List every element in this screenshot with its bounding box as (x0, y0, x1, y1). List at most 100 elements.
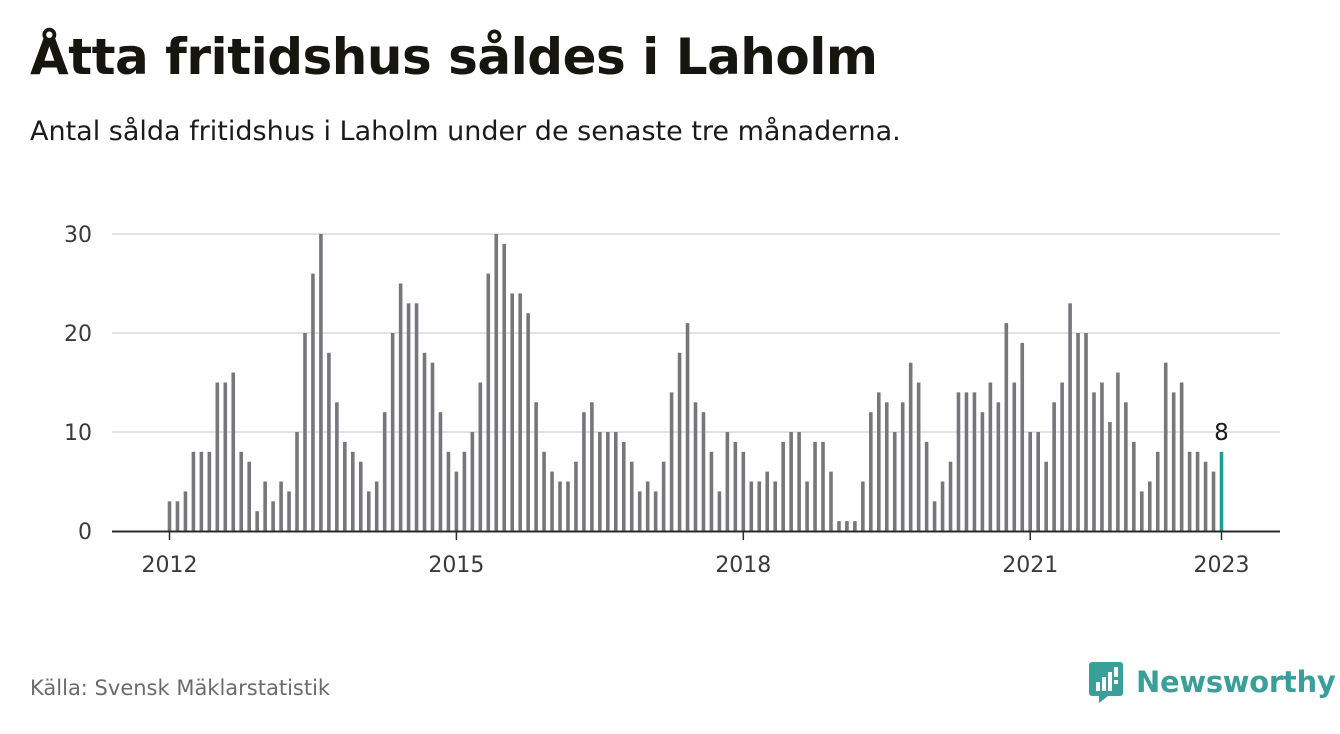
bar (853, 521, 857, 531)
bar (1108, 422, 1112, 531)
bar (518, 293, 522, 531)
bar (606, 432, 610, 531)
bar (877, 392, 881, 531)
bar (821, 441, 825, 531)
bar (502, 243, 507, 531)
bar (709, 451, 714, 531)
bar (813, 441, 817, 531)
bar (215, 382, 220, 531)
bar (590, 402, 594, 531)
bar (167, 501, 172, 531)
bar (892, 432, 897, 531)
bar (1140, 491, 1144, 531)
bar (183, 491, 188, 531)
bar (239, 451, 244, 531)
bar (223, 382, 228, 531)
bar (614, 432, 618, 531)
bar (621, 441, 626, 531)
bar (1036, 432, 1040, 531)
bar (1092, 392, 1096, 531)
bar (422, 352, 427, 531)
x-tick-label: 2015 (428, 553, 484, 578)
bar (558, 481, 562, 531)
bar (199, 451, 204, 531)
brand-name: Newsworthy (1136, 665, 1336, 699)
labels: 0 10 20 30 2012 2015 2018 2021 2023 8 (64, 223, 1250, 578)
bar (1012, 382, 1017, 531)
highlight-value-label: 8 (1214, 420, 1229, 446)
bar (510, 293, 514, 531)
chart-title: Åtta fritidshus såldes i Laholm (30, 28, 878, 86)
bar (550, 471, 554, 531)
bar (414, 303, 419, 531)
bar (637, 491, 642, 531)
bar (940, 481, 945, 531)
y-tick-label: 30 (64, 223, 92, 248)
bar (653, 491, 658, 531)
bar (661, 461, 666, 531)
bar (1163, 362, 1168, 531)
bar (956, 392, 961, 531)
x-tick-label: 2021 (1002, 553, 1058, 578)
bar (924, 441, 929, 531)
bar (1132, 441, 1136, 531)
bar (1004, 323, 1009, 531)
bar (996, 402, 1001, 531)
bar (765, 471, 770, 531)
bar (374, 481, 379, 531)
bar (733, 441, 738, 531)
bar (1171, 392, 1176, 531)
bar (1203, 461, 1208, 531)
bar (446, 451, 451, 531)
bar (789, 432, 793, 531)
bar (1179, 382, 1184, 531)
bar (382, 412, 387, 531)
bar (335, 402, 339, 531)
bar-chart: 0 10 20 30 2012 2015 2018 2021 2023 8 (64, 223, 1280, 578)
newsworthy-logo[interactable]: Newsworthy (1088, 660, 1336, 704)
bar (430, 362, 435, 531)
x-tick-label: 2023 (1194, 553, 1250, 578)
bar (191, 451, 196, 531)
bar (175, 501, 180, 531)
bar (438, 412, 443, 531)
bar (390, 333, 395, 531)
bar (566, 481, 570, 531)
bar (908, 362, 913, 531)
bar (1195, 451, 1200, 531)
bar (805, 481, 809, 531)
bar (741, 451, 746, 531)
bar (869, 412, 873, 531)
bar (478, 382, 483, 531)
bar (845, 521, 849, 531)
bar (629, 461, 634, 531)
bar (1060, 382, 1064, 531)
bar (701, 412, 706, 531)
bar (1084, 333, 1088, 531)
bar (717, 491, 722, 531)
bar (582, 412, 586, 531)
chart-bubble-icon (1089, 662, 1123, 703)
bar (1124, 402, 1128, 531)
bar (1020, 342, 1025, 531)
bar (319, 234, 323, 531)
bar (781, 441, 785, 531)
bar (366, 491, 371, 531)
bar (1155, 451, 1160, 531)
bar (669, 392, 674, 531)
bar (829, 471, 833, 531)
bar (1211, 471, 1216, 531)
bar (861, 481, 865, 531)
bar (231, 372, 236, 531)
bar (247, 461, 251, 531)
bars (167, 234, 1224, 531)
bar (884, 402, 889, 531)
bar (287, 491, 291, 531)
bar (574, 461, 578, 531)
bar (271, 501, 275, 531)
bar (645, 481, 650, 531)
x-tick-label: 2018 (715, 553, 771, 578)
bar (837, 521, 841, 531)
bar (526, 313, 530, 531)
bar (1044, 461, 1048, 531)
